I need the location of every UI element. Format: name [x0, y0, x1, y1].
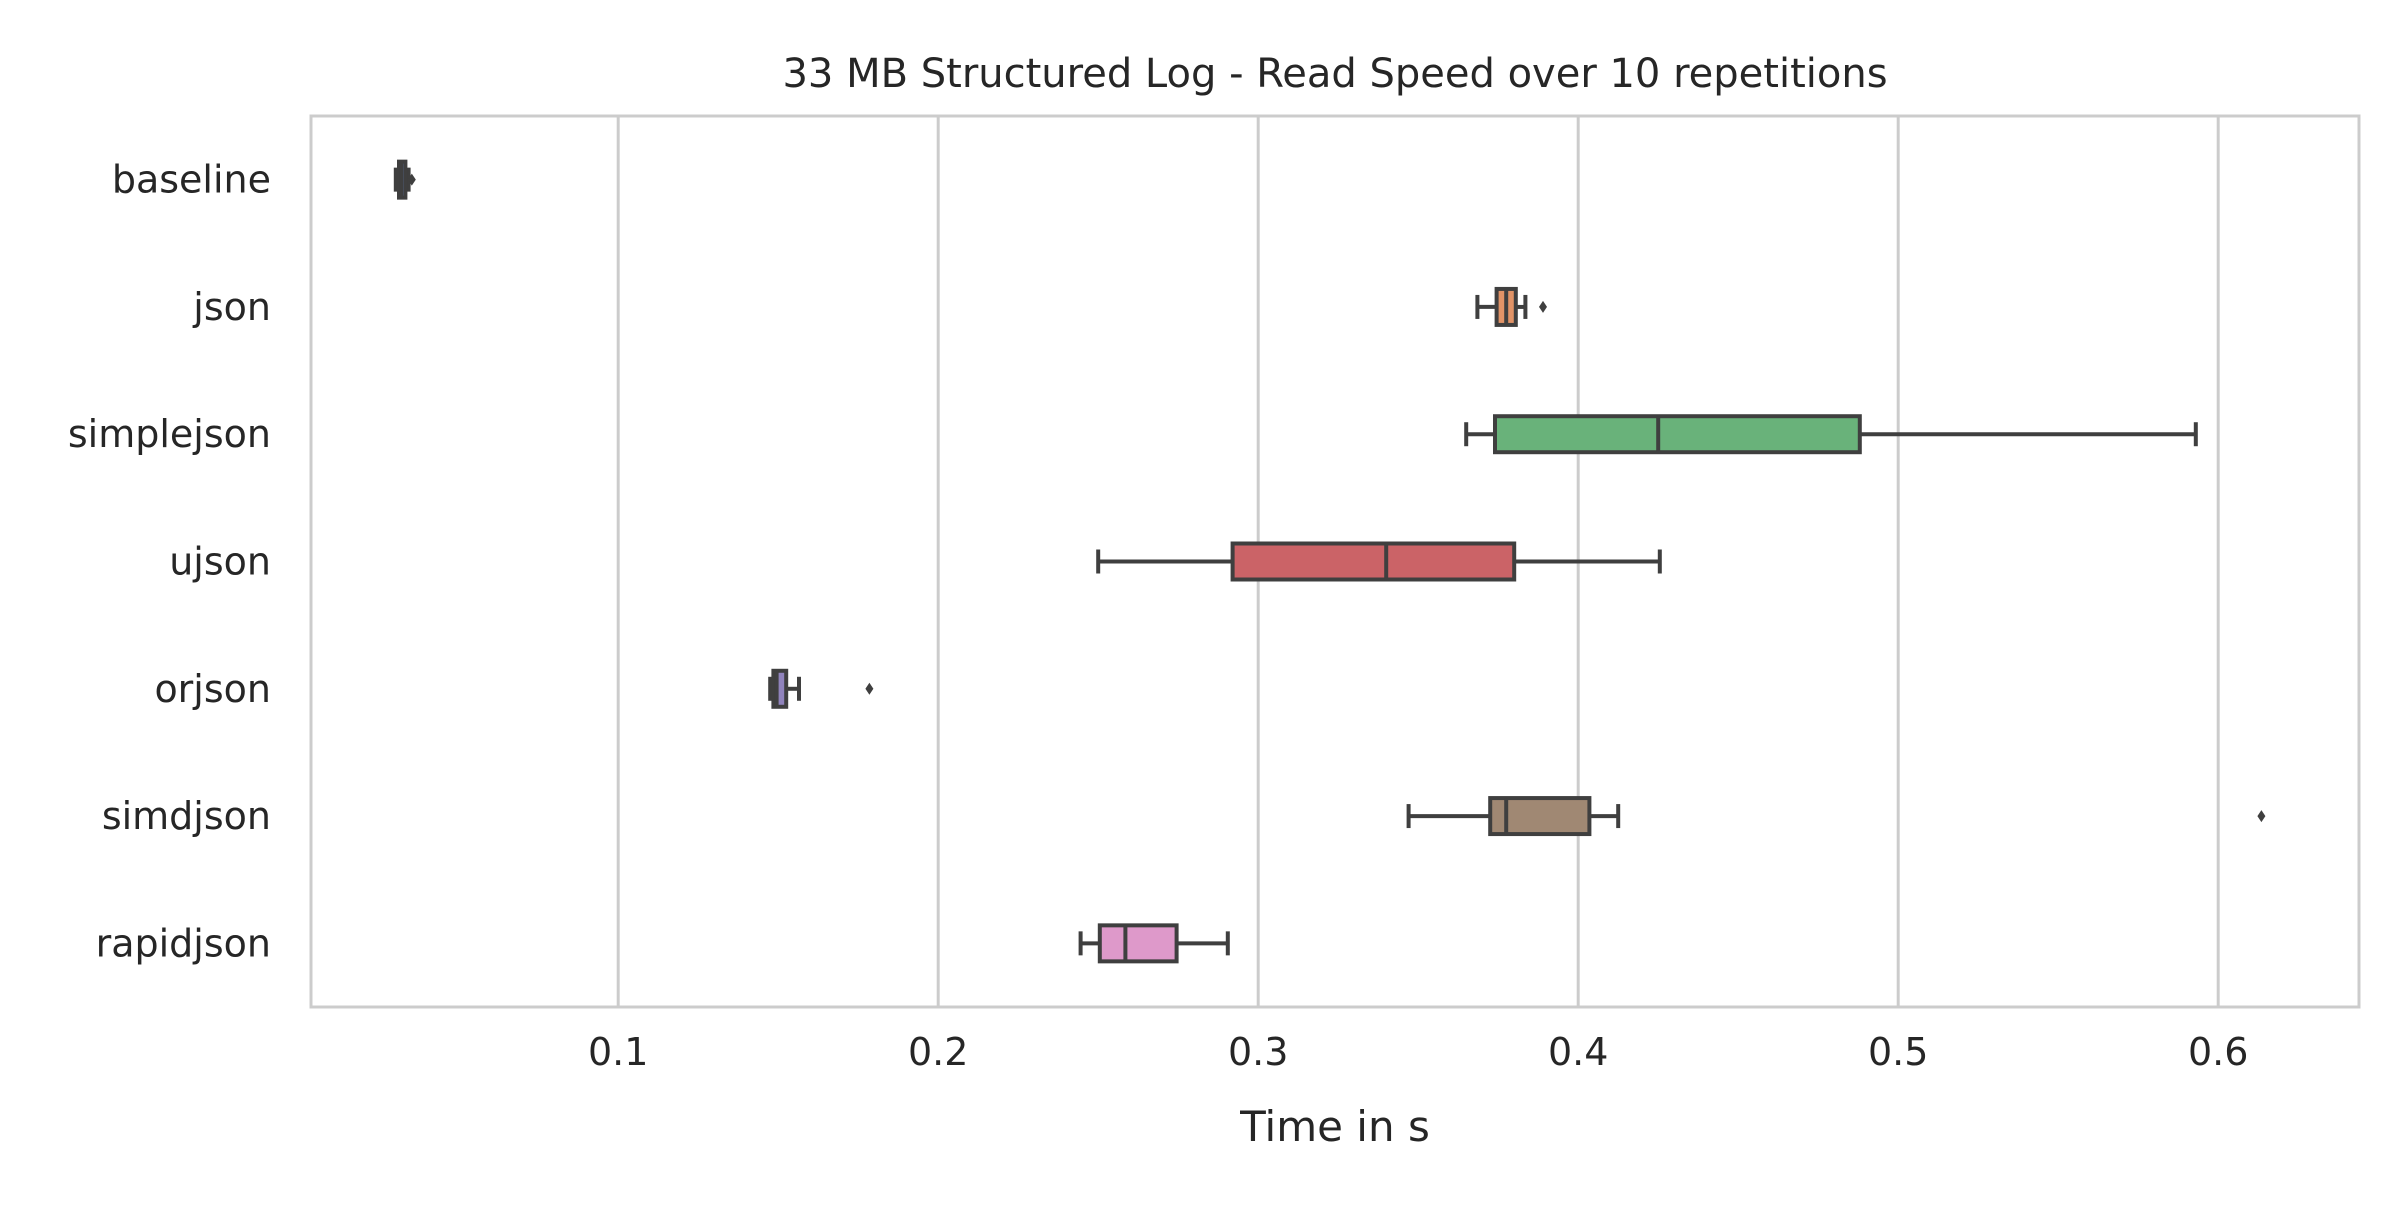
outlier-marker: [407, 173, 416, 186]
x-tick-label: 0.2: [908, 1030, 968, 1074]
plot-frame: [309, 114, 2361, 1009]
box-layer: [393, 159, 2266, 964]
x-tick-label: 0.6: [2188, 1030, 2248, 1074]
box-ujson: [1096, 541, 1662, 582]
box-simdjson: [1406, 796, 2266, 837]
x-tick-label: 0.1: [588, 1030, 648, 1074]
chart-title: 33 MB Structured Log - Read Speed over 1…: [782, 51, 1887, 97]
y-tick-label: simplejson: [68, 412, 271, 456]
y-tick-label: orjson: [154, 667, 271, 711]
y-tick-label: json: [192, 285, 271, 329]
tick-layer: 0.1 0.2 0.3 0.4 0.5 0.6 baseline json simplejson…: [68, 158, 2249, 1074]
box-json: [1475, 286, 1547, 327]
outlier-marker: [865, 682, 874, 695]
y-tick-label: rapidjson: [96, 921, 271, 965]
iqr-box: [1097, 923, 1179, 964]
y-tick-label: baseline: [112, 158, 271, 202]
x-tick-label: 0.5: [1868, 1030, 1928, 1074]
box-rapidjson: [1078, 923, 1230, 964]
x-tick-label: 0.3: [1228, 1030, 1288, 1074]
box-simplejson: [1464, 414, 2198, 455]
iqr-box: [1230, 541, 1517, 582]
outlier-marker: [1539, 300, 1547, 313]
x-axis-label: Time in s: [1239, 1102, 1430, 1151]
y-tick-label: simdjson: [102, 794, 271, 838]
outlier-marker: [2257, 810, 2266, 823]
box-orjson: [768, 668, 874, 709]
iqr-box: [1493, 414, 1862, 455]
y-tick-label: ujson: [169, 540, 271, 584]
box-baseline: [393, 159, 416, 200]
x-tick-label: 0.4: [1548, 1030, 1608, 1074]
